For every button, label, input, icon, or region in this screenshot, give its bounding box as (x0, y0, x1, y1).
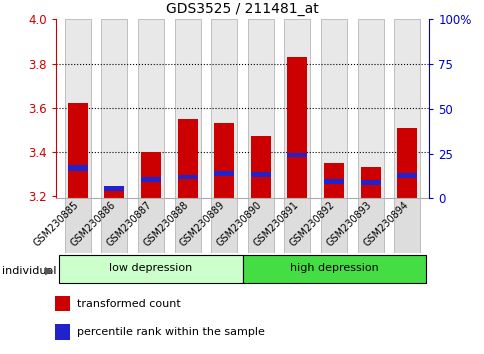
Bar (137, 19, 164, 198)
Bar (393, 19, 420, 198)
Bar (104, 185, 124, 190)
Bar (68, 165, 88, 171)
Text: GSM230893: GSM230893 (324, 200, 373, 249)
Title: GDS3525 / 211481_at: GDS3525 / 211481_at (166, 2, 318, 16)
Text: ▶: ▶ (45, 266, 54, 276)
Bar (242, 255, 424, 283)
Bar (55, 296, 70, 312)
Bar (213, 171, 234, 176)
Text: percentile rank within the sample: percentile rank within the sample (76, 327, 264, 337)
Text: GSM230886: GSM230886 (68, 200, 117, 249)
Bar (396, 127, 416, 198)
Bar (60, 255, 242, 283)
Bar (247, 198, 273, 253)
Bar (64, 198, 91, 253)
Bar (284, 198, 310, 253)
Bar (55, 324, 70, 339)
Bar (357, 198, 383, 253)
Bar (247, 19, 273, 198)
Bar (360, 167, 380, 198)
Text: high depression: high depression (289, 263, 378, 273)
Text: GSM230890: GSM230890 (214, 200, 263, 249)
Bar (211, 19, 237, 198)
Bar (101, 198, 127, 253)
Bar (284, 19, 310, 198)
Bar (64, 19, 91, 198)
Bar (211, 198, 237, 253)
Text: GSM230892: GSM230892 (287, 200, 336, 249)
Bar (287, 57, 307, 198)
Bar (141, 152, 161, 198)
Bar (287, 153, 307, 158)
Text: GSM230888: GSM230888 (141, 200, 190, 249)
Bar (357, 19, 383, 198)
Bar (68, 103, 88, 198)
Text: GSM230894: GSM230894 (361, 200, 409, 249)
Text: GSM230889: GSM230889 (178, 200, 227, 249)
Bar (101, 19, 127, 198)
Bar (250, 136, 271, 198)
Bar (360, 180, 380, 184)
Text: low depression: low depression (109, 263, 192, 273)
Text: individual: individual (2, 266, 57, 276)
Bar (141, 177, 161, 182)
Text: GSM230887: GSM230887 (105, 200, 153, 249)
Bar (137, 198, 164, 253)
Bar (177, 175, 197, 179)
Bar (213, 123, 234, 198)
Bar (320, 19, 347, 198)
Bar (174, 19, 200, 198)
Bar (104, 187, 124, 198)
Bar (323, 179, 343, 184)
Bar (250, 172, 271, 177)
Bar (174, 198, 200, 253)
Bar (393, 198, 420, 253)
Text: transformed count: transformed count (76, 298, 180, 309)
Bar (320, 198, 347, 253)
Text: GSM230891: GSM230891 (251, 200, 300, 249)
Bar (396, 173, 416, 178)
Bar (177, 119, 197, 198)
Bar (323, 163, 343, 198)
Text: GSM230885: GSM230885 (32, 200, 80, 249)
